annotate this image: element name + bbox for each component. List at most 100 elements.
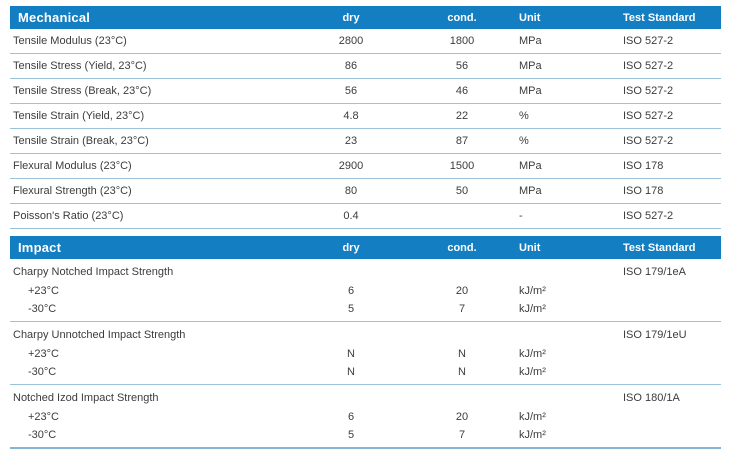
temperature-label: -30°C — [28, 366, 57, 378]
impact-group-charpy-notched: Charpy Notched Impact Strength ISO 179/1… — [10, 259, 721, 322]
cond-value: 46 — [455, 85, 469, 97]
table-row: Tensile Modulus (23°C) 2800 1800 MPa ISO… — [10, 29, 721, 54]
unit-value: % — [519, 135, 529, 147]
table-subrow: -30°C 5 7 kJ/m² — [10, 300, 721, 318]
table-row: Tensile Strain (Break, 23°C) 23 87 % ISO… — [10, 129, 721, 154]
mechanical-header-bar: Mechanical dry cond. Unit Test Standard — [10, 6, 721, 29]
section-impact: Impact dry cond. Unit Test Standard Char… — [10, 236, 721, 449]
standard-value: ISO 527-2 — [623, 135, 674, 147]
dry-value: 0.4 — [343, 210, 359, 222]
standard-value: ISO 527-2 — [623, 210, 674, 222]
dry-value: 56 — [344, 85, 358, 97]
table-row: Flexural Modulus (23°C) 2900 1500 MPa IS… — [10, 154, 721, 179]
temperature-label: -30°C — [28, 429, 57, 441]
standard-value: ISO 527-2 — [623, 85, 674, 97]
unit-value: kJ/m² — [519, 285, 546, 297]
property-label: Tensile Strain (Yield, 23°C) — [13, 110, 145, 122]
unit-value: kJ/m² — [519, 429, 546, 441]
impact-header-bar: Impact dry cond. Unit Test Standard — [10, 236, 721, 259]
dry-value: N — [347, 348, 355, 360]
property-label: Notched Izod Impact Strength — [13, 392, 159, 404]
unit-value: MPa — [519, 60, 542, 72]
temperature-label: +23°C — [28, 285, 60, 297]
column-header-unit: Unit — [519, 11, 541, 24]
cond-value: N — [458, 348, 466, 360]
unit-value: MPa — [519, 185, 542, 197]
table-subrow: +23°C 6 20 kJ/m² — [10, 282, 721, 300]
table-row: Tensile Strain (Yield, 23°C) 4.8 22 % IS… — [10, 104, 721, 129]
column-header-unit: Unit — [519, 241, 541, 254]
cond-value: 1800 — [449, 35, 475, 47]
table-row: Poisson's Ratio (23°C) 0.4 - ISO 527-2 — [10, 204, 721, 229]
standard-value: ISO 178 — [623, 160, 664, 172]
impact-group-charpy-unnotched: Charpy Unnotched Impact Strength ISO 179… — [10, 322, 721, 385]
section-mechanical: Mechanical dry cond. Unit Test Standard … — [10, 6, 721, 229]
unit-value: MPa — [519, 35, 542, 47]
column-header-cond: cond. — [447, 241, 477, 254]
cond-value: 7 — [458, 303, 466, 315]
standard-value: ISO 179/1eU — [623, 329, 687, 341]
table-subrow: +23°C N N kJ/m² — [10, 345, 721, 363]
dry-value: 2800 — [338, 35, 364, 47]
table-row: Tensile Stress (Break, 23°C) 56 46 MPa I… — [10, 79, 721, 104]
unit-value: MPa — [519, 85, 542, 97]
column-header-dry: dry — [342, 241, 360, 254]
dry-value: 86 — [344, 60, 358, 72]
column-header-standard: Test Standard — [623, 11, 696, 24]
dry-value: 6 — [347, 411, 355, 423]
table-subrow: -30°C N N kJ/m² — [10, 363, 721, 381]
unit-value: MPa — [519, 160, 542, 172]
unit-value: kJ/m² — [519, 303, 546, 315]
table-subrow: -30°C 5 7 kJ/m² — [10, 426, 721, 444]
unit-value: kJ/m² — [519, 366, 546, 378]
temperature-label: +23°C — [28, 348, 60, 360]
dry-value: 6 — [347, 285, 355, 297]
dry-value: 80 — [344, 185, 358, 197]
unit-value: kJ/m² — [519, 411, 546, 423]
table-row: Flexural Strength (23°C) 80 50 MPa ISO 1… — [10, 179, 721, 204]
property-label: Tensile Strain (Break, 23°C) — [13, 135, 149, 147]
dry-value: N — [347, 366, 355, 378]
cond-value: 7 — [458, 429, 466, 441]
cond-value: 22 — [455, 110, 469, 122]
standard-value: ISO 178 — [623, 185, 664, 197]
column-header-cond: cond. — [447, 11, 477, 24]
impact-group-notched-izod: Notched Izod Impact Strength ISO 180/1A … — [10, 385, 721, 449]
cond-value: 56 — [455, 60, 469, 72]
dry-value: 4.8 — [343, 110, 359, 122]
cond-value: N — [458, 366, 466, 378]
section-title-mechanical: Mechanical — [18, 10, 91, 25]
dry-value: 23 — [344, 135, 358, 147]
standard-value: ISO 527-2 — [623, 110, 674, 122]
dry-value: 5 — [347, 303, 355, 315]
cond-value: 20 — [455, 285, 469, 297]
unit-value: % — [519, 110, 529, 122]
standard-value: ISO 180/1A — [623, 392, 680, 404]
group-title-row: Notched Izod Impact Strength ISO 180/1A — [10, 388, 721, 408]
table-subrow: +23°C 6 20 kJ/m² — [10, 408, 721, 426]
property-label: Tensile Stress (Yield, 23°C) — [13, 60, 147, 72]
datasheet: Mechanical dry cond. Unit Test Standard … — [10, 6, 721, 449]
cond-value: 20 — [455, 411, 469, 423]
section-title-impact: Impact — [18, 240, 62, 255]
property-label: Flexural Modulus (23°C) — [13, 160, 132, 172]
temperature-label: -30°C — [28, 303, 57, 315]
dry-value: 5 — [347, 429, 355, 441]
cond-value: 87 — [455, 135, 469, 147]
property-label: Charpy Unnotched Impact Strength — [13, 329, 186, 341]
property-label: Flexural Strength (23°C) — [13, 185, 132, 197]
property-label: Tensile Stress (Break, 23°C) — [13, 85, 152, 97]
property-label: Tensile Modulus (23°C) — [13, 35, 127, 47]
column-header-standard: Test Standard — [623, 241, 696, 254]
temperature-label: +23°C — [28, 411, 60, 423]
unit-value: - — [519, 210, 523, 222]
standard-value: ISO 527-2 — [623, 35, 674, 47]
column-header-dry: dry — [342, 11, 360, 24]
unit-value: kJ/m² — [519, 348, 546, 360]
property-label: Poisson's Ratio (23°C) — [13, 210, 124, 222]
group-title-row: Charpy Notched Impact Strength ISO 179/1… — [10, 262, 721, 282]
property-label: Charpy Notched Impact Strength — [13, 266, 174, 278]
cond-value: 1500 — [449, 160, 475, 172]
standard-value: ISO 179/1eA — [623, 266, 686, 278]
dry-value: 2900 — [338, 160, 364, 172]
